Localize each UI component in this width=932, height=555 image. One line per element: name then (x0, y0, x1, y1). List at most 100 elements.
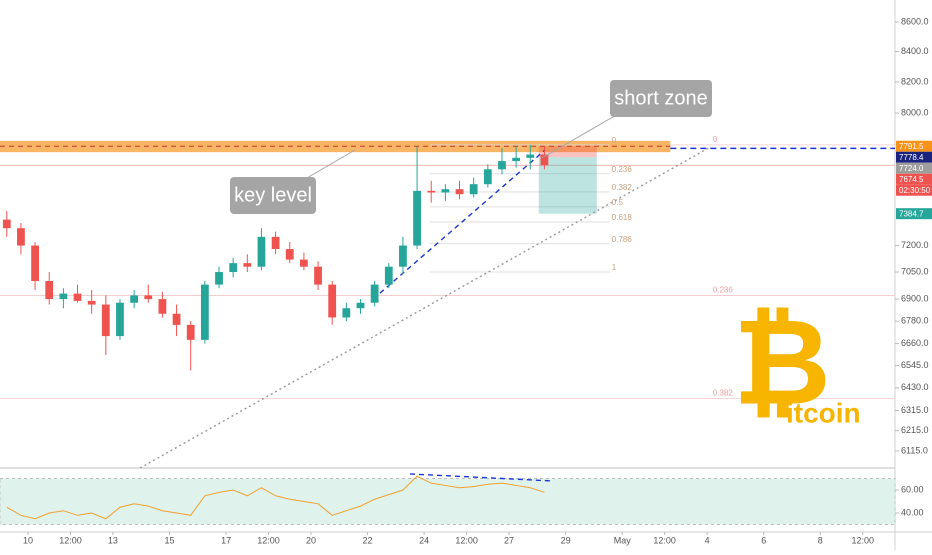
candle-body (73, 293, 82, 301)
rsi-tick-label: 40.00 (901, 507, 924, 517)
candle-body (285, 249, 294, 260)
x-tick-label: 12:00 (653, 535, 676, 545)
price-tag (896, 184, 932, 196)
x-tick-label: 8 (818, 535, 823, 545)
price-tag-label: 7384.7 (899, 209, 924, 218)
candle-body (172, 313, 181, 325)
y-tick-label: 6315.0 (901, 405, 929, 415)
y-tick-label: 6660.0 (901, 338, 929, 348)
candle-body (342, 308, 351, 318)
y-tick-label: 8400.0 (901, 46, 929, 56)
candle-body (483, 169, 492, 185)
annotation: key level (234, 184, 312, 206)
price-tag (896, 162, 932, 174)
y-tick-label: 6215.0 (901, 425, 929, 435)
candle-body (455, 189, 464, 195)
fib-label: 0.236 (612, 165, 633, 174)
fib-label: 0 (713, 135, 718, 144)
candle-body (116, 302, 124, 337)
candle-body (31, 245, 39, 281)
y-tick-label: 6545.0 (901, 360, 929, 370)
trendline (379, 149, 546, 294)
candle-body (469, 184, 478, 195)
candle-body (441, 189, 450, 193)
candle-body (413, 190, 421, 246)
x-tick-label: 17 (221, 535, 231, 545)
y-tick-label: 7050.0 (901, 266, 929, 276)
candle-body (101, 304, 110, 337)
candle-body (526, 154, 535, 158)
target-zone (538, 157, 597, 214)
logo-symbol: ₿ (733, 296, 831, 430)
candle-body (243, 263, 252, 267)
candle-body (144, 295, 153, 300)
candle-body (356, 302, 365, 309)
candle-body (300, 259, 308, 267)
fib-label: 0.382 (612, 183, 633, 192)
fib-label: 0.618 (612, 213, 633, 222)
y-tick-label: 6430.0 (901, 382, 929, 392)
candle-body (215, 272, 223, 285)
price-tag-label: 02:30:50 (899, 186, 931, 195)
callout-line (541, 109, 626, 159)
price-tag (896, 173, 932, 185)
fib-label: 0.236 (713, 286, 734, 295)
annotation-box (610, 80, 712, 117)
candle-body (271, 236, 280, 250)
candle-body (399, 245, 407, 267)
x-tick-label: 20 (306, 535, 316, 545)
price-tag (896, 140, 932, 152)
fib-label: 0.382 (713, 389, 734, 398)
y-tick-label: 8000.0 (901, 107, 929, 117)
candle-body (200, 284, 209, 340)
x-tick-label: 6 (761, 535, 766, 545)
stop-zone (538, 146, 597, 158)
candle-body (257, 236, 266, 267)
rsi-tick-label: 60.00 (901, 484, 924, 494)
price-tag-label: 7791.5 (899, 142, 924, 151)
annotation-box (230, 177, 316, 214)
logo-text: itcoin (786, 397, 861, 428)
x-tick-label: 12:00 (851, 535, 874, 545)
annotation: short zone (614, 87, 707, 109)
candle-body (540, 154, 549, 166)
candle-body (370, 284, 379, 303)
price-tag (896, 151, 932, 163)
candle-body (2, 219, 11, 229)
candle-body (314, 266, 322, 285)
candle-body (229, 263, 238, 273)
x-tick-label: 22 (363, 535, 373, 545)
candle-body (45, 280, 54, 300)
candle-body (87, 300, 96, 305)
x-tick-label: 15 (164, 535, 174, 545)
candle-body (186, 324, 195, 340)
candle-body (498, 161, 506, 170)
x-tick-label: 24 (419, 535, 429, 545)
y-tick-label: 8600.0 (901, 16, 929, 26)
y-tick-label: 6900.0 (901, 293, 929, 303)
x-tick-label: 10 (23, 535, 33, 545)
x-tick-label: 27 (504, 535, 514, 545)
candle-body (130, 295, 139, 303)
candle-body (427, 190, 436, 193)
x-tick-label: May (614, 535, 632, 545)
price-tag-label: 7778.4 (899, 153, 924, 162)
candle-body (512, 157, 521, 162)
candle-body (59, 293, 68, 300)
price-tag-label: 7674.5 (899, 175, 924, 184)
y-tick-label: 8200.0 (901, 76, 929, 86)
candle-body (328, 284, 337, 318)
callout-line (299, 149, 356, 183)
price-tag-label: 7724.0 (899, 164, 924, 173)
y-tick-label: 7200.0 (901, 240, 929, 250)
candle-body (158, 299, 167, 314)
fib-label: 0.5 (612, 198, 624, 207)
x-tick-label: 12:00 (257, 535, 280, 545)
candle-body (384, 266, 393, 285)
x-tick-label: 29 (561, 535, 571, 545)
fib-label: 0.786 (612, 235, 633, 244)
y-tick-label: 6780.0 (901, 316, 929, 326)
x-tick-label: 12:00 (455, 535, 478, 545)
